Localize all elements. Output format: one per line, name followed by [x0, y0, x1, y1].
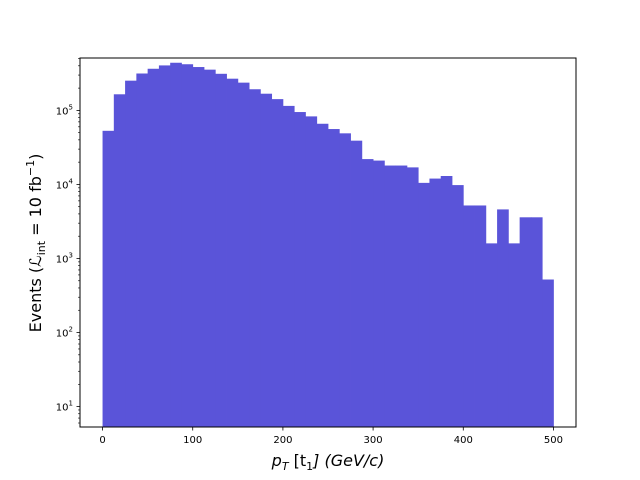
- histogram-bar: [147, 68, 160, 427]
- histogram-bar: [215, 73, 227, 428]
- y-tick-label: 105: [56, 103, 73, 117]
- histogram-bars: [102, 62, 554, 428]
- y-axis: 101 102 103 104 105: [56, 58, 80, 424]
- histogram-bar: [249, 89, 261, 427]
- histogram-bar: [350, 140, 363, 428]
- histogram-bar: [373, 160, 385, 427]
- x-axis-title: pT [t1] (GeV/c): [271, 451, 385, 473]
- histogram-bar: [305, 116, 318, 427]
- histogram-bar: [406, 167, 419, 427]
- histogram-bar: [530, 217, 543, 427]
- histogram-bar: [508, 243, 521, 427]
- histogram-bar: [102, 130, 115, 427]
- x-tick-label: 300: [364, 435, 383, 446]
- histogram-bar: [158, 65, 171, 427]
- histogram-bar: [395, 165, 408, 428]
- histogram-bar: [542, 279, 554, 427]
- histogram-bar: [463, 205, 475, 427]
- y-tick-label: 103: [56, 251, 73, 265]
- x-tick-label: 200: [273, 435, 292, 446]
- histogram-bar: [170, 62, 182, 427]
- x-tick-label: 0: [99, 435, 105, 446]
- histogram-bar: [474, 205, 487, 427]
- histogram-bar: [361, 159, 374, 427]
- y-tick-label: 102: [56, 326, 73, 340]
- histogram-bar: [485, 243, 498, 427]
- histogram-bar: [440, 176, 453, 427]
- x-tick-label: 100: [183, 435, 202, 446]
- histogram-bar: [204, 69, 216, 428]
- x-axis: 0 100 200 300 400 500: [99, 427, 563, 446]
- histogram-bar: [339, 133, 351, 427]
- histogram-bar: [237, 82, 250, 427]
- histogram-bar: [429, 178, 442, 427]
- y-tick-label: 104: [56, 177, 74, 191]
- histogram-bar: [271, 99, 284, 428]
- y-axis-title: Events (ℒint = 10 fb−1): [24, 154, 48, 333]
- x-tick-label: 400: [454, 435, 473, 446]
- histogram-bar: [181, 64, 194, 428]
- histogram-bar: [418, 182, 430, 427]
- histogram-bar: [125, 80, 137, 428]
- x-tick-label: 500: [544, 435, 563, 446]
- histogram-bar: [497, 209, 509, 427]
- histogram-bar: [294, 112, 306, 427]
- histogram-bar: [226, 78, 239, 427]
- histogram-bar: [260, 93, 273, 428]
- plot-frame: [79, 57, 577, 428]
- histogram-bar: [384, 165, 397, 428]
- histogram-bar: [452, 185, 464, 427]
- histogram-bar: [282, 105, 295, 428]
- histogram-bar: [316, 123, 329, 427]
- histogram-bar: [328, 129, 340, 428]
- y-tick-label: 101: [56, 400, 73, 414]
- histogram-bar: [136, 73, 149, 427]
- histogram-bar: [519, 217, 532, 427]
- histogram-bar: [113, 94, 126, 427]
- histogram-bar: [192, 67, 205, 427]
